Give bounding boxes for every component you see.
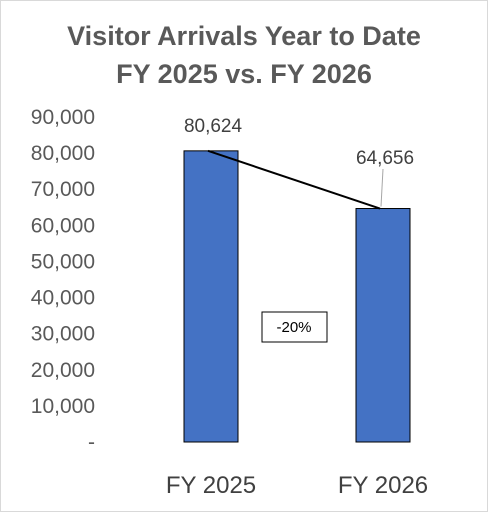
- data-label: 80,624: [184, 116, 243, 137]
- y-tick-label: -: [88, 431, 95, 454]
- y-tick-label: 10,000: [31, 395, 95, 418]
- y-tick-label: 70,000: [31, 178, 95, 201]
- y-tick-label: 20,000: [31, 359, 95, 382]
- data-label: 64,656: [356, 148, 414, 169]
- annotation-group: -20%: [261, 311, 328, 343]
- bar-fy-2026: [355, 208, 411, 443]
- y-tick-label: 90,000: [31, 106, 95, 129]
- y-tick-label: 50,000: [31, 250, 95, 273]
- label-leader-line: [380, 168, 384, 207]
- y-tick-label: 30,000: [31, 323, 95, 346]
- chart-subtitle: FY 2025 vs. FY 2026: [116, 59, 372, 89]
- connector-line: [207, 149, 381, 210]
- annotation-box: [261, 311, 328, 343]
- data-labels-group: 80,624 64,656: [184, 116, 414, 169]
- connector-group: [207, 149, 384, 210]
- y-tick-label: 80,000: [31, 142, 95, 165]
- chart-title: Visitor Arrivals Year to Date: [67, 21, 421, 51]
- y-tick-label: 40,000: [31, 287, 95, 310]
- y-axis: - 10,000 20,000 30,000 40,000 50,000 60,000 70,…: [31, 106, 95, 454]
- y-tick-label: 60,000: [31, 214, 95, 237]
- bar-fy-2025: [183, 150, 239, 443]
- x-tick-label: FY 2026: [338, 472, 428, 499]
- x-axis: FY 2025 FY 2026: [166, 472, 428, 499]
- bars-group: [183, 150, 411, 443]
- annotation-text: -20%: [276, 319, 311, 336]
- x-tick-label: FY 2025: [166, 472, 256, 499]
